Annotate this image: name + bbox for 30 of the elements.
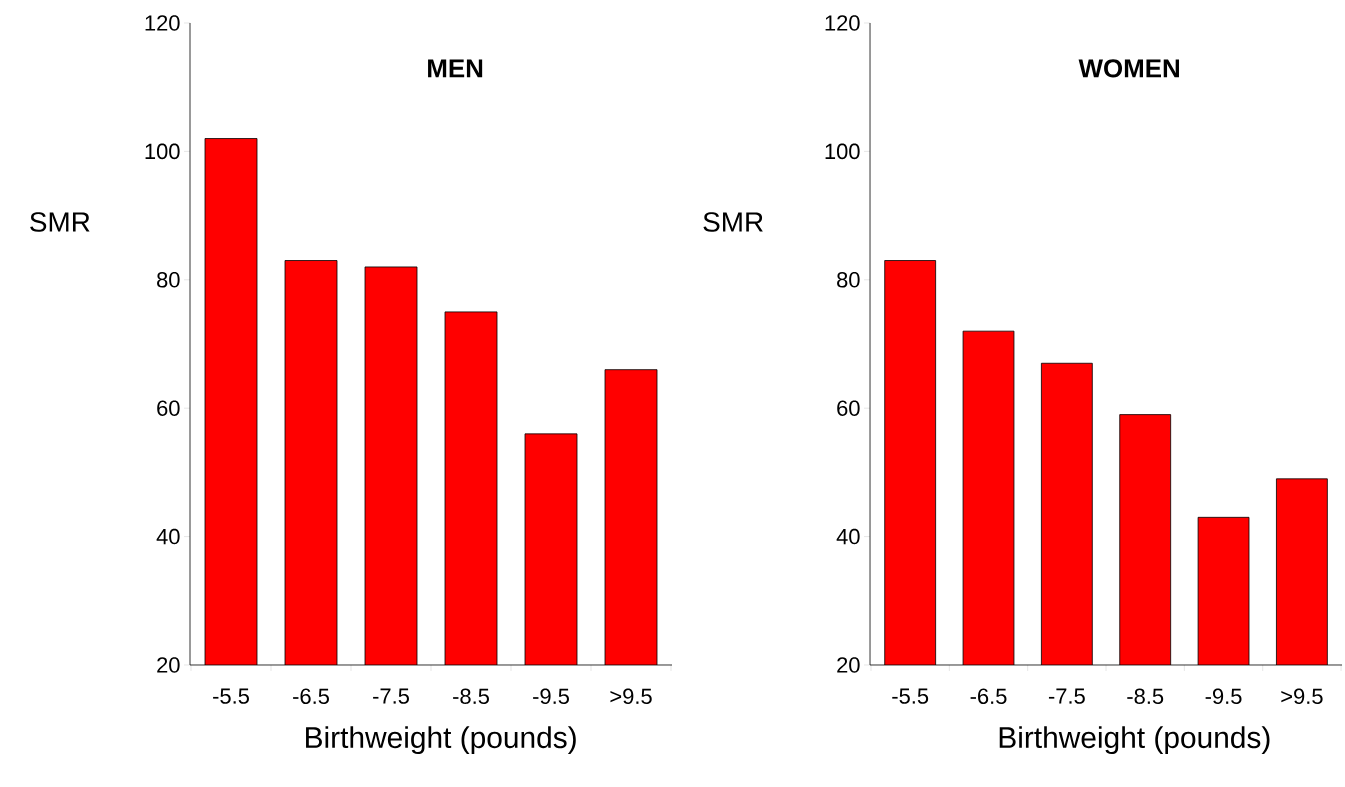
y-axis-title: SMR: [30, 212, 90, 232]
text: MEN: [428, 59, 483, 78]
x-tick-label: -5.5: [213, 688, 249, 704]
y-tick-label: 60: [837, 400, 860, 416]
x-axis-title: Birthweight (pounds): [306, 726, 576, 755]
x-tick-label: >9.5: [610, 688, 652, 705]
y-tick-label: 100: [825, 143, 860, 160]
y-tick-label: 40: [836, 528, 860, 545]
x-tick-label: -9.5: [1205, 688, 1242, 705]
x-tick-label: -6.5: [970, 688, 1007, 705]
y-tick-label: 20: [837, 657, 860, 673]
y-tick-label: 60: [157, 400, 180, 416]
x-tick-label: -7.5: [373, 688, 409, 704]
x-axis-title: Birthweight (pounds): [999, 726, 1270, 755]
y-axis-title: SMR: [703, 212, 763, 232]
y-tick-label: 120: [145, 15, 180, 31]
x-tick-label: -7.5: [1048, 688, 1085, 704]
y-tick-label: 40: [156, 528, 180, 545]
y-tick-label: 20: [157, 657, 180, 673]
text: WOMEN: [1078, 59, 1179, 78]
x-tick-label: >9.5: [1281, 688, 1323, 705]
y-tick-label: 80: [157, 272, 180, 288]
x-tick-label: -9.5: [533, 688, 569, 705]
x-tick-label: -8.5: [453, 688, 489, 705]
y-tick-label: 120: [825, 15, 860, 31]
x-tick-label: -8.5: [1127, 688, 1164, 705]
x-tick-label: -5.5: [892, 688, 929, 704]
y-tick-label: 100: [145, 143, 180, 160]
x-tick-label: -6.5: [293, 688, 329, 705]
y-tick-label: 80: [837, 272, 860, 288]
